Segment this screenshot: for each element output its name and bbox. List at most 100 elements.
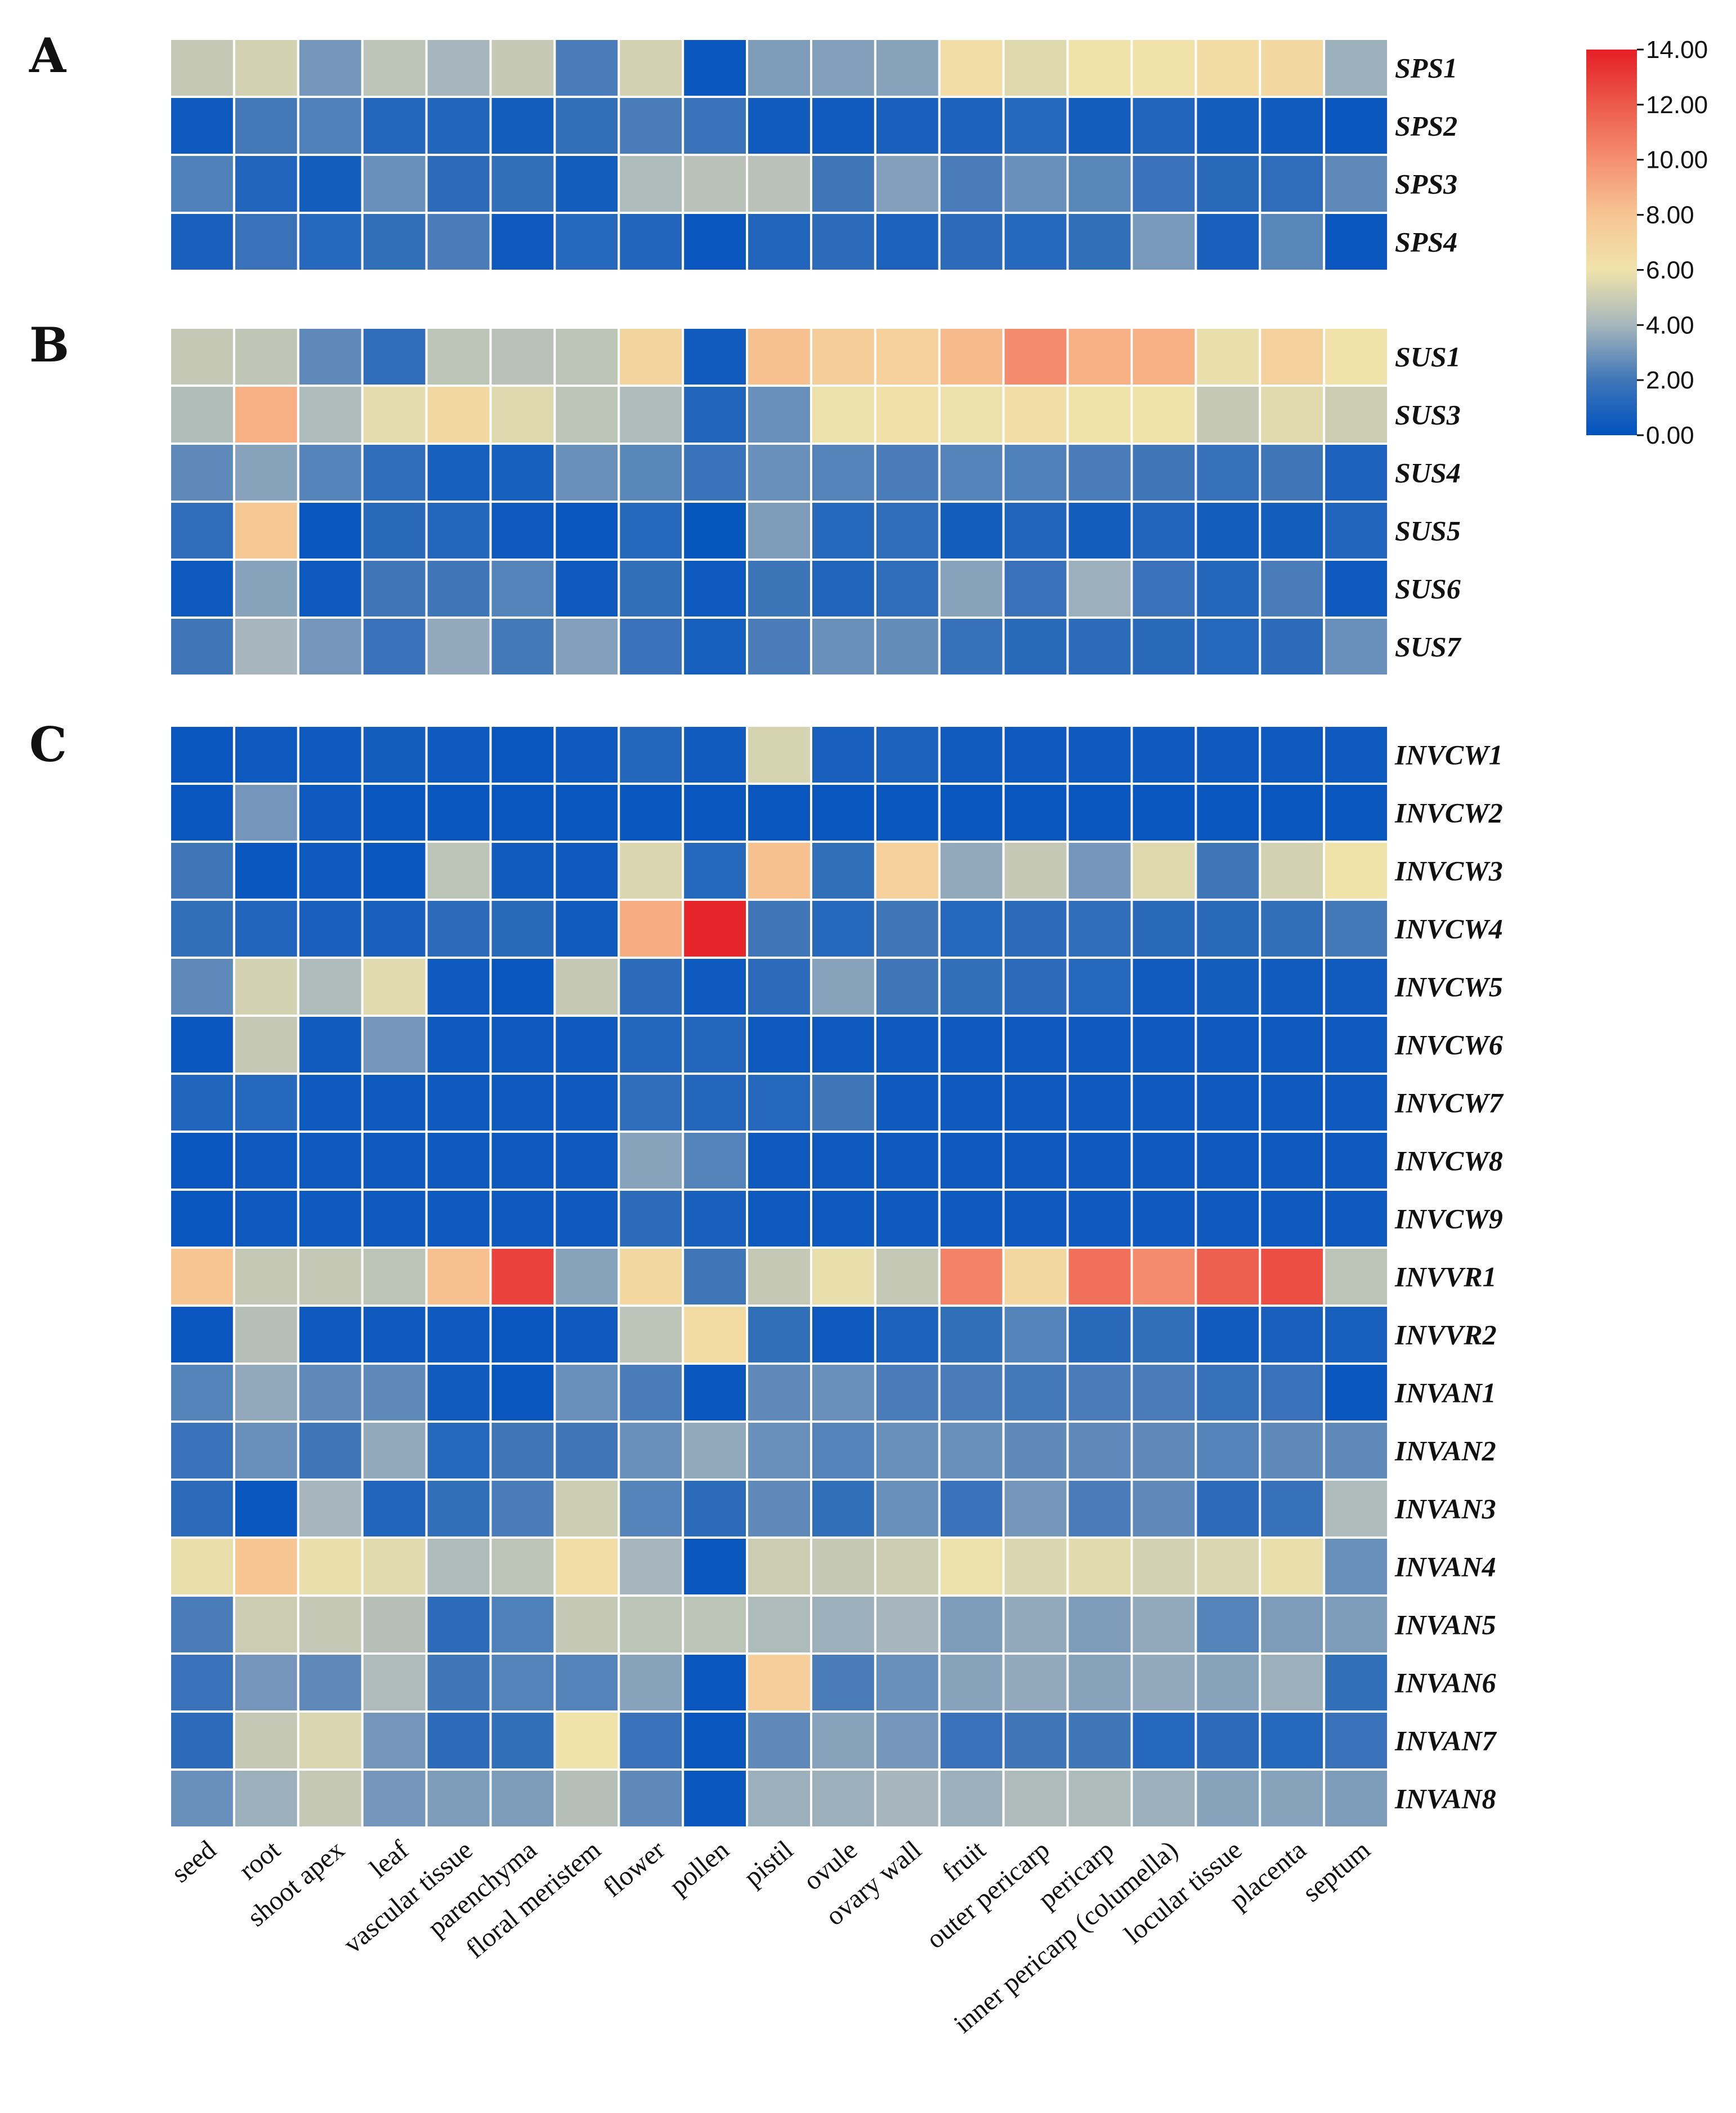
heatmap-cell bbox=[489, 212, 556, 272]
heatmap-cell bbox=[1130, 1710, 1197, 1771]
heatmap-cell bbox=[425, 1768, 492, 1829]
gene-label: INVAN8 bbox=[1394, 1783, 1496, 1815]
heatmap-cell bbox=[874, 617, 941, 677]
gene-label: INVCW2 bbox=[1394, 797, 1503, 829]
scale-tick-label: 0.00 bbox=[1646, 422, 1694, 449]
heatmap-cell bbox=[425, 1478, 492, 1539]
heatmap-cell bbox=[1259, 617, 1326, 677]
heatmap-cell bbox=[489, 1189, 556, 1249]
heatmap-cell bbox=[489, 1420, 556, 1481]
heatmap-cell bbox=[1259, 501, 1326, 561]
heatmap-cell bbox=[938, 38, 1005, 98]
heatmap-cell bbox=[361, 725, 428, 785]
heatmap-cell bbox=[1194, 96, 1261, 156]
color-scale-bar bbox=[1586, 50, 1637, 435]
heatmap-cell bbox=[361, 1362, 428, 1423]
heatmap-cell bbox=[1259, 1015, 1326, 1075]
heatmap-cell bbox=[682, 899, 749, 959]
heatmap-cell bbox=[810, 1362, 876, 1423]
heatmap-cell bbox=[1130, 617, 1197, 677]
heatmap-cell bbox=[1194, 1189, 1261, 1249]
heatmap-cell bbox=[1259, 1189, 1326, 1249]
heatmap-cell bbox=[169, 841, 235, 901]
heatmap-cell bbox=[618, 957, 684, 1017]
heatmap-cell bbox=[1130, 1478, 1197, 1539]
heatmap-cell bbox=[1259, 559, 1326, 619]
heatmap-cell bbox=[553, 1594, 620, 1655]
heatmap-cell bbox=[1002, 1305, 1069, 1365]
heatmap-cell bbox=[1066, 559, 1133, 619]
heatmap-cell bbox=[169, 96, 235, 156]
heatmap-cell bbox=[1066, 1073, 1133, 1133]
heatmap-cell bbox=[810, 385, 876, 445]
heatmap-cell bbox=[874, 1652, 941, 1713]
heatmap-cell bbox=[169, 443, 235, 503]
heatmap-cell bbox=[810, 38, 876, 98]
heatmap-cell bbox=[1130, 957, 1197, 1017]
heatmap-cell bbox=[425, 1247, 492, 1307]
heatmap-cell bbox=[553, 1247, 620, 1307]
heatmap-cell bbox=[553, 1652, 620, 1713]
heatmap-cell bbox=[553, 1362, 620, 1423]
heatmap-cells bbox=[169, 38, 1390, 1829]
heatmap-cell bbox=[810, 443, 876, 503]
heatmap-cell bbox=[169, 899, 235, 959]
heatmap-cell bbox=[810, 327, 876, 387]
heatmap-cell bbox=[938, 1015, 1005, 1075]
heatmap-cell bbox=[297, 957, 364, 1017]
heatmap-cell bbox=[1002, 1710, 1069, 1771]
heatmap-cell bbox=[1323, 1073, 1390, 1133]
heatmap-cell bbox=[1130, 841, 1197, 901]
heatmap-cell bbox=[361, 841, 428, 901]
heatmap-cell bbox=[1002, 899, 1069, 959]
heatmap-cell bbox=[361, 38, 428, 98]
heatmap-cell bbox=[425, 783, 492, 843]
heatmap-cell bbox=[1066, 1652, 1133, 1713]
heatmap-cell bbox=[425, 327, 492, 387]
heatmap-cell bbox=[489, 783, 556, 843]
heatmap-cell bbox=[1323, 841, 1390, 901]
heatmap-cell bbox=[746, 501, 812, 561]
heatmap-cell bbox=[938, 1362, 1005, 1423]
heatmap-cell bbox=[553, 38, 620, 98]
heatmap-cell bbox=[938, 1768, 1005, 1829]
heatmap-cell bbox=[874, 1362, 941, 1423]
heatmap-cell bbox=[169, 1536, 235, 1597]
heatmap-cell bbox=[361, 1189, 428, 1249]
heatmap-cell bbox=[618, 1536, 684, 1597]
heatmap-cell bbox=[938, 96, 1005, 156]
heatmap-cell bbox=[169, 1362, 235, 1423]
heatmap-cell bbox=[425, 38, 492, 98]
heatmap-cell bbox=[1323, 1536, 1390, 1597]
heatmap-cell bbox=[1323, 617, 1390, 677]
heatmap-cell bbox=[938, 899, 1005, 959]
heatmap-cell bbox=[874, 1131, 941, 1191]
heatmap-cell bbox=[489, 1362, 556, 1423]
heatmap-cell bbox=[618, 96, 684, 156]
heatmap-cell bbox=[297, 38, 364, 98]
heatmap-cell bbox=[1066, 385, 1133, 445]
heatmap-cell bbox=[1002, 96, 1069, 156]
heatmap-cell bbox=[1194, 1478, 1261, 1539]
heatmap-cell bbox=[874, 899, 941, 959]
heatmap-cell bbox=[361, 1652, 428, 1713]
heatmap-cell bbox=[1259, 443, 1326, 503]
heatmap-cell bbox=[297, 1536, 364, 1597]
heatmap-cell bbox=[489, 501, 556, 561]
heatmap-cell bbox=[1259, 783, 1326, 843]
heatmap-cell bbox=[938, 725, 1005, 785]
heatmap-cell bbox=[553, 501, 620, 561]
heatmap-cell bbox=[682, 725, 749, 785]
heatmap-cell bbox=[489, 899, 556, 959]
gene-label: INVAN3 bbox=[1394, 1493, 1496, 1525]
heatmap-cell bbox=[361, 212, 428, 272]
heatmap-cell bbox=[553, 96, 620, 156]
heatmap-cell bbox=[618, 1189, 684, 1249]
heatmap-cell bbox=[1130, 385, 1197, 445]
heatmap-cell bbox=[1066, 1768, 1133, 1829]
heatmap-cell bbox=[1130, 1247, 1197, 1307]
heatmap-cell bbox=[361, 1247, 428, 1307]
heatmap-cell bbox=[1002, 154, 1069, 214]
heatmap-cell bbox=[1194, 1594, 1261, 1655]
heatmap-cell bbox=[1259, 38, 1326, 98]
